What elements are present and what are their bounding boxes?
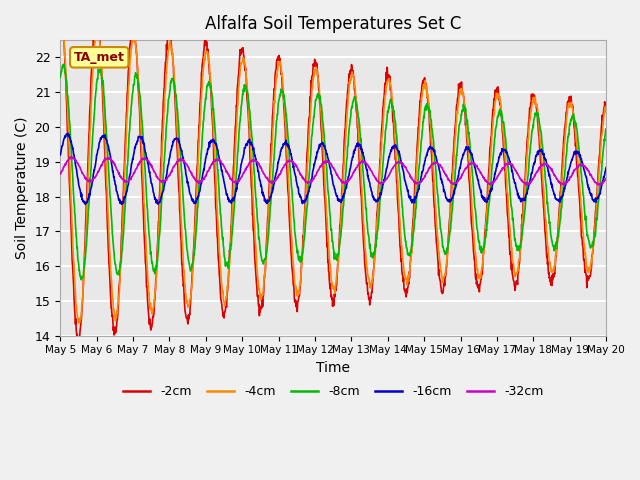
- -2cm: [367, 293, 375, 299]
- -8cm: [77, 277, 85, 283]
- -4cm: [310, 75, 317, 81]
- -32cm: [310, 177, 317, 182]
- -4cm: [99, 90, 107, 96]
- -16cm: [289, 160, 296, 166]
- -4cm: [122, 156, 129, 162]
- -32cm: [300, 175, 307, 180]
- -16cm: [368, 188, 376, 194]
- -8cm: [602, 126, 610, 132]
- -16cm: [122, 193, 129, 199]
- Text: TA_met: TA_met: [74, 51, 125, 64]
- Line: -8cm: -8cm: [60, 64, 606, 280]
- -8cm: [310, 114, 317, 120]
- -2cm: [121, 146, 129, 152]
- -2cm: [289, 266, 296, 272]
- -32cm: [121, 179, 129, 185]
- -8cm: [289, 198, 296, 204]
- -8cm: [60, 61, 67, 67]
- -4cm: [368, 279, 376, 285]
- -2cm: [310, 61, 317, 67]
- -16cm: [310, 165, 317, 171]
- -32cm: [56, 170, 64, 176]
- -16cm: [65, 131, 72, 136]
- -4cm: [602, 104, 610, 109]
- Y-axis label: Soil Temperature (C): Soil Temperature (C): [15, 117, 29, 259]
- -4cm: [289, 251, 296, 256]
- -8cm: [56, 75, 64, 81]
- -16cm: [99, 133, 107, 139]
- -8cm: [368, 253, 376, 259]
- -16cm: [602, 165, 610, 170]
- -2cm: [99, 99, 107, 105]
- Legend: -2cm, -4cm, -8cm, -16cm, -32cm: -2cm, -4cm, -8cm, -16cm, -32cm: [118, 380, 548, 403]
- -8cm: [99, 78, 107, 84]
- Line: -4cm: -4cm: [60, 21, 606, 323]
- -2cm: [56, 1, 64, 7]
- -2cm: [602, 100, 610, 106]
- -32cm: [289, 158, 296, 164]
- -4cm: [57, 18, 65, 24]
- -32cm: [68, 154, 76, 160]
- -16cm: [81, 202, 89, 207]
- -4cm: [300, 229, 308, 235]
- -2cm: [74, 339, 81, 345]
- -8cm: [300, 238, 308, 244]
- X-axis label: Time: Time: [316, 361, 350, 375]
- -4cm: [75, 320, 83, 326]
- -16cm: [300, 198, 308, 204]
- -4cm: [56, 20, 64, 25]
- -2cm: [300, 234, 307, 240]
- Title: Alfalfa Soil Temperatures Set C: Alfalfa Soil Temperatures Set C: [205, 15, 461, 33]
- -32cm: [99, 159, 107, 165]
- Line: -2cm: -2cm: [60, 4, 606, 342]
- -32cm: [602, 176, 610, 181]
- -8cm: [122, 201, 129, 206]
- -32cm: [367, 168, 375, 174]
- -32cm: [522, 182, 530, 188]
- Line: -32cm: -32cm: [60, 157, 606, 185]
- Line: -16cm: -16cm: [60, 133, 606, 204]
- -16cm: [56, 152, 64, 158]
